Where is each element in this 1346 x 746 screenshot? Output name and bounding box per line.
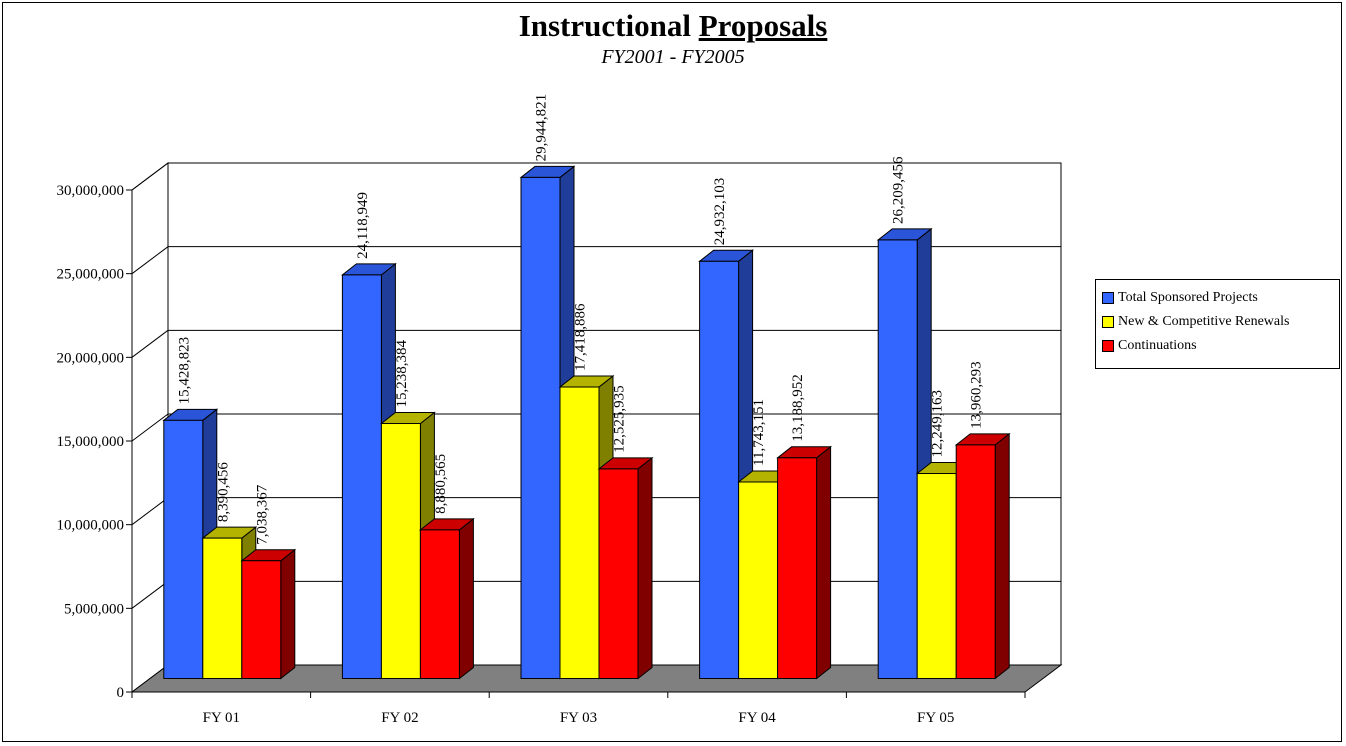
x-tick-label: FY 05 xyxy=(917,710,954,726)
data-label: 12,525,935 xyxy=(612,385,628,453)
bar xyxy=(241,560,282,680)
legend-swatch-total xyxy=(1102,292,1114,304)
gridline-side xyxy=(131,246,169,275)
gridline-side xyxy=(131,329,169,358)
bar xyxy=(163,419,204,679)
chart-title-part2: Proposals xyxy=(698,8,828,43)
bar-side xyxy=(280,548,296,680)
gridline-side xyxy=(131,497,169,526)
gridline-side xyxy=(131,162,169,191)
bar xyxy=(341,274,382,679)
data-label: 12,249,163 xyxy=(930,390,946,458)
legend-item-total: Total Sponsored Projects xyxy=(1102,286,1339,310)
data-label: 26,209,456 xyxy=(891,156,907,224)
data-label: 17,418,886 xyxy=(573,303,589,371)
bar xyxy=(877,239,918,679)
bar-side xyxy=(458,517,474,680)
y-tick-label: 5,000,000 xyxy=(64,601,124,617)
x-tick-label: FY 04 xyxy=(738,710,776,726)
gridline-side xyxy=(131,580,169,609)
bar xyxy=(598,468,639,679)
data-label: 8,880,565 xyxy=(433,454,449,514)
bar xyxy=(520,176,561,679)
bar xyxy=(955,444,996,679)
bar-side xyxy=(816,445,832,680)
data-label: 13,188,952 xyxy=(790,374,806,442)
bar-side xyxy=(637,456,653,680)
chart-title: Instructional Proposals xyxy=(0,8,1346,44)
x-tick-label: FY 02 xyxy=(381,710,418,726)
data-label: 15,428,823 xyxy=(176,337,192,405)
data-label: 11,743,151 xyxy=(751,399,767,466)
bar xyxy=(699,260,740,679)
legend-label-total: Total Sponsored Projects xyxy=(1118,290,1258,305)
legend-swatch-continuations xyxy=(1102,340,1114,352)
data-label: 29,944,821 xyxy=(534,94,550,162)
bar xyxy=(419,529,460,680)
data-label: 15,238,384 xyxy=(394,340,410,408)
legend-item-continuations: Continuations xyxy=(1102,334,1339,358)
data-label: 24,932,103 xyxy=(712,178,728,246)
x-tick-label: FY 03 xyxy=(560,710,597,726)
bar xyxy=(380,423,421,679)
y-tick-label: 25,000,000 xyxy=(57,267,125,283)
legend: Total Sponsored Projects New & Competiti… xyxy=(1095,279,1340,369)
bar xyxy=(202,537,243,680)
data-label: 8,390,456 xyxy=(215,462,231,523)
title-block: Instructional Proposals FY2001 - FY2005 xyxy=(0,8,1346,69)
legend-label-new: New & Competitive Renewals xyxy=(1118,314,1290,329)
bar xyxy=(777,457,818,679)
legend-item-new: New & Competitive Renewals xyxy=(1102,310,1339,334)
x-tick-label: FY 01 xyxy=(203,710,240,726)
y-tick-label: 20,000,000 xyxy=(57,350,125,366)
legend-label-continuations: Continuations xyxy=(1118,338,1197,353)
y-tick-label: 15,000,000 xyxy=(57,434,125,450)
chart-subtitle: FY2001 - FY2005 xyxy=(601,46,745,68)
y-tick-label: 30,000,000 xyxy=(57,183,125,199)
bar-side xyxy=(994,432,1010,680)
bar xyxy=(559,386,600,679)
y-tick-label: 0 xyxy=(117,685,125,701)
bar xyxy=(916,473,957,679)
bar xyxy=(738,481,779,679)
chart-title-part1: Instructional xyxy=(518,8,691,43)
data-label: 7,038,367 xyxy=(254,484,270,545)
data-label: 24,118,949 xyxy=(355,192,371,259)
gridline-side xyxy=(131,413,169,442)
legend-swatch-new xyxy=(1102,316,1114,328)
y-tick-label: 10,000,000 xyxy=(57,518,125,534)
data-label: 13,960,293 xyxy=(969,361,985,428)
